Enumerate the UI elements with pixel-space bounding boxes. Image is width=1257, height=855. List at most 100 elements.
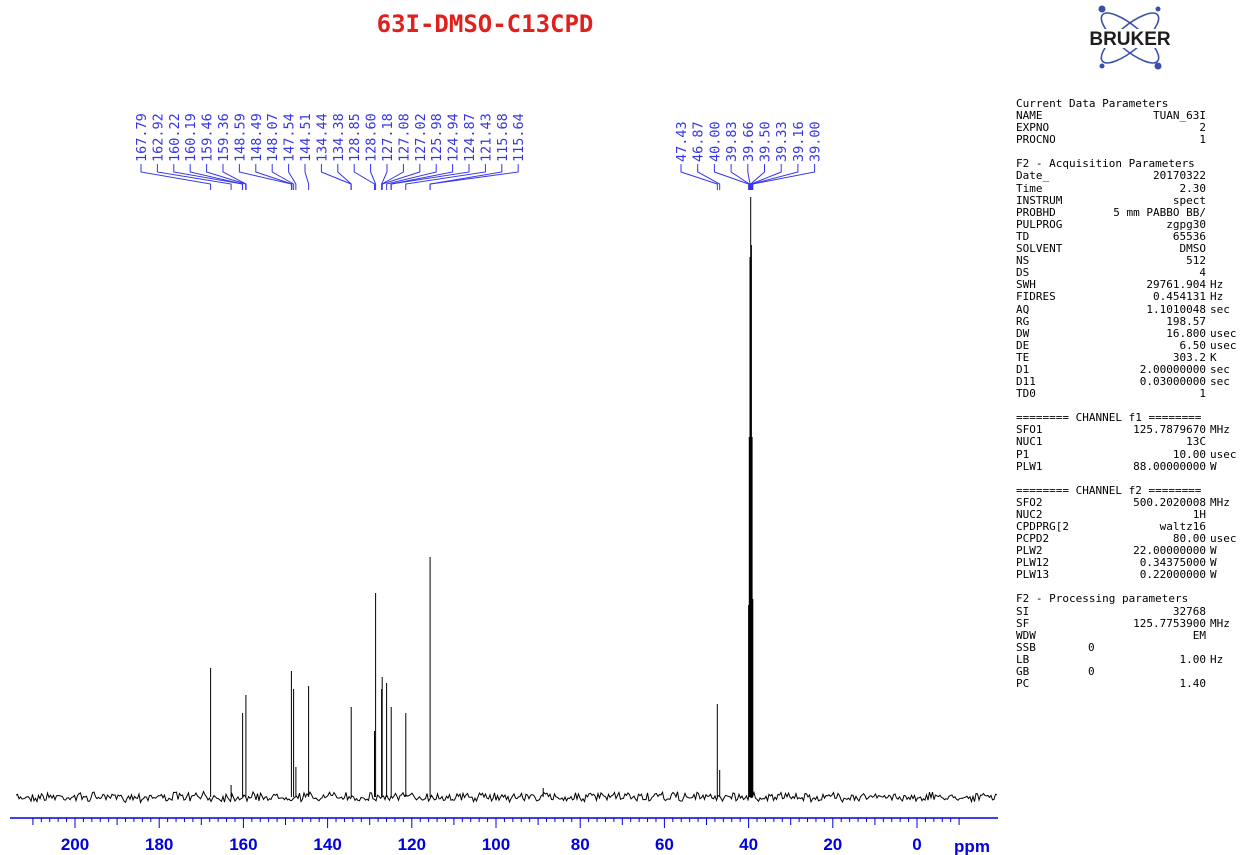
parameter-key: PLW13 xyxy=(1016,568,1050,582)
peak-label: 162.92 xyxy=(150,113,166,162)
parameter-section-heading: F2 - Processing parameters xyxy=(1016,592,1189,606)
parameter-row: TE 303.2 K xyxy=(1016,350,1254,364)
peak-connector xyxy=(752,164,816,190)
parameter-unit xyxy=(1206,666,1210,678)
x-tick-label: 160 xyxy=(229,835,257,854)
parameter-unit xyxy=(1206,316,1210,328)
peak-connector xyxy=(747,164,751,190)
parameter-value: 13C xyxy=(1186,435,1206,449)
parameter-value: 303.2 xyxy=(1172,350,1206,364)
parameter-row: SWH 29761.904 Hz xyxy=(1016,279,1254,291)
parameter-key: SFO2 xyxy=(1016,495,1043,509)
parameter-value: 0.22000000 xyxy=(1139,568,1206,582)
parameter-value: zgpg30 xyxy=(1166,217,1206,231)
parameter-value: 1 xyxy=(1199,387,1206,401)
parameter-key: DW xyxy=(1016,326,1030,340)
parameter-unit: usec xyxy=(1210,326,1237,340)
parameter-value: waltz16 xyxy=(1159,520,1206,533)
parameter-row: DW 16.800 usec xyxy=(1016,326,1254,340)
electron-icon xyxy=(1155,6,1161,12)
peak-connector xyxy=(288,164,297,190)
peak-label: 148.59 xyxy=(232,113,248,162)
parameter-unit xyxy=(1206,195,1210,207)
peak-connector xyxy=(750,164,782,190)
parameter-key: SSB xyxy=(1016,640,1036,654)
nmr-spectrum-chart: 63I-DMSO-C13CPD 167.79 162.92 160.22 160.19… xyxy=(10,10,998,855)
parameter-key: PLW1 xyxy=(1016,459,1043,473)
parameter-value: TUAN_63I xyxy=(1153,109,1206,123)
peak-connector xyxy=(255,164,293,190)
peak-label: 159.46 xyxy=(200,113,216,162)
peak-label: 134.38 xyxy=(331,113,347,162)
peak-connector xyxy=(405,164,486,190)
x-axis-label: ppm xyxy=(954,837,990,855)
parameter-unit: MHz xyxy=(1210,495,1230,509)
x-tick-label: 80 xyxy=(571,835,590,854)
parameter-row: PULPROG zgpg30 xyxy=(1016,217,1254,231)
parameter-value: 22.00000000 xyxy=(1133,544,1206,558)
parameter-row: PLW1 88.00000000 W xyxy=(1016,459,1254,473)
parameter-value: 125.7753900 xyxy=(1133,616,1206,630)
parameter-section-heading: ======== CHANNEL f2 ======== xyxy=(1016,483,1202,497)
x-tick-label: 60 xyxy=(655,835,674,854)
parameter-row: TD 65536 xyxy=(1016,230,1254,243)
parameter-row: EXPNO 2 xyxy=(1016,122,1254,134)
parameter-key: D1 xyxy=(1016,362,1030,376)
parameter-row: PLW12 0.34375000 W xyxy=(1016,557,1254,569)
peak-label: 147.54 xyxy=(282,113,298,162)
parameter-row: SOLVENT DMSO xyxy=(1016,242,1254,255)
parameter-key: TE xyxy=(1016,350,1030,364)
parameter-value: 4 xyxy=(1199,266,1206,280)
parameter-key: PLW12 xyxy=(1016,556,1050,570)
parameter-section-heading: ======== CHANNEL f1 ======== xyxy=(1016,411,1202,425)
logo-text: BRUKER xyxy=(1089,29,1171,50)
parameter-value: 1.00 xyxy=(1179,652,1207,666)
peak-label: 128.85 xyxy=(347,113,363,162)
peak-label: 127.02 xyxy=(413,113,429,162)
peak-connector xyxy=(386,164,437,190)
peak-label: 39.50 xyxy=(758,121,774,162)
parameter-key: NUC1 xyxy=(1016,435,1043,449)
parameter-row: SF 125.7753900 MHz xyxy=(1016,616,1254,630)
bruker-logo: BRUKER xyxy=(1089,5,1171,70)
parameter-value: 2.00000000 xyxy=(1139,362,1206,376)
peak-label: 46.87 xyxy=(691,121,707,162)
parameter-row: Time 2.30 xyxy=(1016,182,1254,195)
peak-label: 125.98 xyxy=(429,113,445,162)
parameter-key: PROBHD xyxy=(1016,205,1056,219)
electron-icon xyxy=(1154,62,1162,70)
parameter-row: TD0 1 xyxy=(1016,388,1254,400)
parameter-key: CPDPRG[2 xyxy=(1016,520,1069,533)
chart-title: 63I-DMSO-C13CPD xyxy=(377,10,594,38)
parameter-row: SFO2 500.2020008 MHz xyxy=(1016,495,1254,509)
parameter-section-heading: F2 - Acquisition Parameters xyxy=(1016,157,1195,171)
parameter-key: TD0 xyxy=(1016,387,1036,401)
parameter-value: 1.1010048 xyxy=(1146,302,1206,316)
peak-label: 121.43 xyxy=(478,113,494,162)
parameter-value: 80.00 xyxy=(1172,532,1206,546)
parameter-key: LB xyxy=(1016,652,1030,666)
parameter-value: 88.00000000 xyxy=(1133,459,1206,473)
parameter-unit xyxy=(1206,388,1210,400)
logo-text-backdrop xyxy=(1090,29,1170,48)
parameter-row: AQ 1.1010048 sec xyxy=(1016,302,1254,316)
peak-connector xyxy=(697,164,721,190)
parameter-key: PC xyxy=(1016,677,1030,691)
peak-connector xyxy=(238,164,292,190)
parameter-unit: sec xyxy=(1210,302,1230,316)
peak-label: 160.22 xyxy=(167,113,183,162)
parameter-value: 6.50 xyxy=(1179,338,1207,352)
parameter-unit: usec xyxy=(1210,338,1237,352)
parameter-row: RG 198.57 xyxy=(1016,315,1254,328)
x-tick-label: 140 xyxy=(313,835,341,854)
parameter-unit xyxy=(1206,509,1210,521)
parameter-row: LB 1.00 Hz xyxy=(1016,652,1254,666)
parameter-key: AQ xyxy=(1016,302,1030,316)
peak-label: 148.07 xyxy=(265,113,281,162)
peak-connector xyxy=(390,164,470,190)
parameter-value: 32768 xyxy=(1172,604,1206,618)
parameter-row: PC 1.40 xyxy=(1016,678,1254,690)
peak-connector xyxy=(680,164,718,190)
parameter-key: PLW2 xyxy=(1016,544,1043,558)
peak-connector xyxy=(304,164,310,190)
